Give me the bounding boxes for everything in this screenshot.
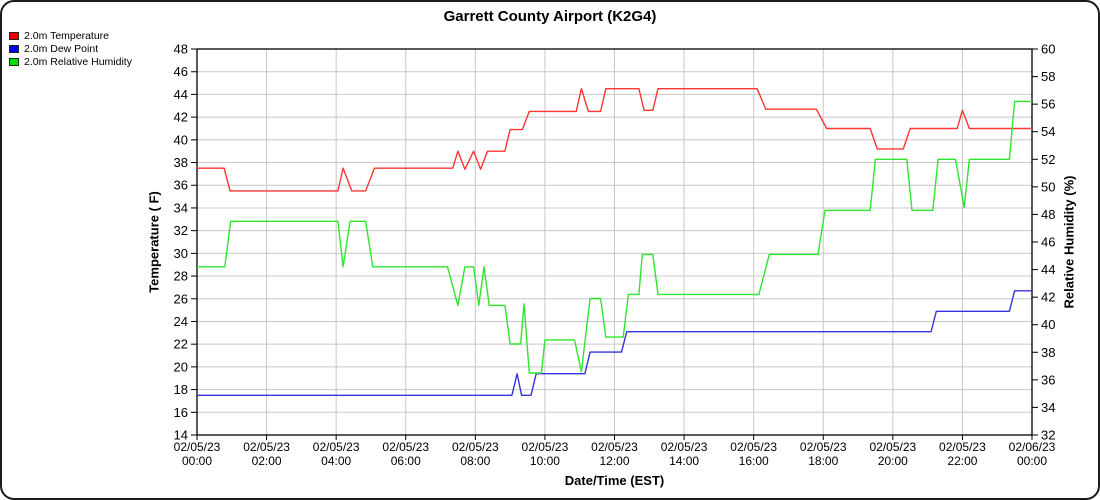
svg-text:02:00: 02:00 (252, 454, 282, 468)
legend-item-temperature: 2.0m Temperature (9, 29, 132, 42)
svg-text:46: 46 (1041, 235, 1055, 250)
svg-text:58: 58 (1041, 69, 1055, 84)
svg-text:28: 28 (174, 269, 188, 284)
svg-text:32: 32 (1041, 428, 1055, 443)
svg-text:42: 42 (1041, 290, 1055, 305)
svg-text:16: 16 (174, 405, 188, 420)
y-axis-left-ticks: 48 46 44 42 40 38 36 34 32 30 28 26 24 22 20 18 16 14 (174, 42, 197, 443)
svg-text:38: 38 (174, 155, 188, 170)
svg-text:02/05/23: 02/05/23 (313, 440, 360, 454)
svg-text:46: 46 (174, 64, 188, 79)
svg-text:50: 50 (1041, 179, 1055, 194)
svg-text:38: 38 (1041, 345, 1055, 360)
svg-text:26: 26 (174, 291, 188, 306)
legend-label-relative-humidity: 2.0m Relative Humidity (24, 55, 132, 68)
relative-humidity-swatch-icon (9, 57, 19, 66)
series-line-2-0m-temperature (197, 87, 1032, 192)
svg-text:30: 30 (174, 246, 188, 261)
svg-text:04:00: 04:00 (321, 454, 351, 468)
dew-point-swatch-icon (9, 44, 19, 53)
svg-text:02/05/23: 02/05/23 (869, 440, 916, 454)
chart-title: Garrett County Airport (K2G4) (443, 8, 657, 25)
svg-text:20: 20 (174, 359, 188, 374)
gridlines (197, 49, 1032, 435)
svg-text:02/05/23: 02/05/23 (730, 440, 777, 454)
svg-text:32: 32 (174, 223, 188, 238)
svg-text:18:00: 18:00 (808, 454, 838, 468)
svg-text:02/05/23: 02/05/23 (243, 440, 290, 454)
svg-text:52: 52 (1041, 152, 1055, 167)
series-line-2-0m-dew-point (197, 290, 1032, 396)
temperature-swatch-icon (9, 31, 19, 40)
svg-text:02/05/23: 02/05/23 (522, 440, 569, 454)
svg-text:44: 44 (1041, 262, 1055, 277)
svg-text:02/05/23: 02/05/23 (661, 440, 708, 454)
svg-text:10:00: 10:00 (530, 454, 560, 468)
svg-text:20:00: 20:00 (878, 454, 908, 468)
svg-text:44: 44 (174, 87, 188, 102)
svg-text:16:00: 16:00 (739, 454, 769, 468)
legend-label-dew-point: 2.0m Dew Point (24, 42, 99, 55)
svg-text:00:00: 00:00 (1017, 454, 1047, 468)
x-axis-ticks: 02/05/2300:0002/05/2302:0002/05/2304:000… (174, 435, 1056, 468)
svg-text:34: 34 (1041, 400, 1055, 415)
svg-text:54: 54 (1041, 124, 1055, 139)
svg-text:02/05/23: 02/05/23 (452, 440, 499, 454)
legend-label-temperature: 2.0m Temperature (24, 29, 110, 42)
svg-text:18: 18 (174, 382, 188, 397)
svg-text:42: 42 (174, 110, 188, 125)
svg-text:56: 56 (1041, 97, 1055, 112)
svg-text:08:00: 08:00 (460, 454, 490, 468)
y-axis-right-ticks: 60 58 56 54 52 50 48 46 44 42 40 38 36 34 32 (1032, 42, 1055, 443)
legend-item-dew-point: 2.0m Dew Point (9, 42, 132, 55)
svg-text:48: 48 (1041, 207, 1055, 222)
svg-text:02/05/23: 02/05/23 (800, 440, 847, 454)
svg-text:02/06/23: 02/06/23 (1009, 440, 1056, 454)
svg-text:24: 24 (174, 314, 188, 329)
svg-text:22: 22 (174, 337, 188, 352)
x-axis-label-datetime: Date/Time (EST) (564, 473, 665, 488)
svg-text:14: 14 (174, 428, 188, 443)
svg-text:34: 34 (174, 200, 188, 215)
svg-text:12:00: 12:00 (599, 454, 629, 468)
svg-text:02/05/23: 02/05/23 (939, 440, 986, 454)
svg-text:36: 36 (1041, 372, 1055, 387)
svg-text:02/05/23: 02/05/23 (591, 440, 638, 454)
svg-text:22:00: 22:00 (947, 454, 977, 468)
svg-text:02/05/23: 02/05/23 (174, 440, 221, 454)
svg-text:02/05/23: 02/05/23 (382, 440, 429, 454)
series-line-2-0m-relative-humidity (197, 100, 1032, 374)
svg-text:48: 48 (174, 42, 188, 57)
svg-text:40: 40 (1041, 317, 1055, 332)
svg-text:00:00: 00:00 (182, 454, 212, 468)
svg-text:14:00: 14:00 (669, 454, 699, 468)
svg-text:40: 40 (174, 132, 188, 147)
chart-legend: 2.0m Temperature 2.0m Dew Point 2.0m Rel… (9, 29, 132, 68)
svg-text:06:00: 06:00 (391, 454, 421, 468)
legend-item-relative-humidity: 2.0m Relative Humidity (9, 55, 132, 68)
svg-text:60: 60 (1041, 42, 1055, 57)
svg-text:36: 36 (174, 178, 188, 193)
